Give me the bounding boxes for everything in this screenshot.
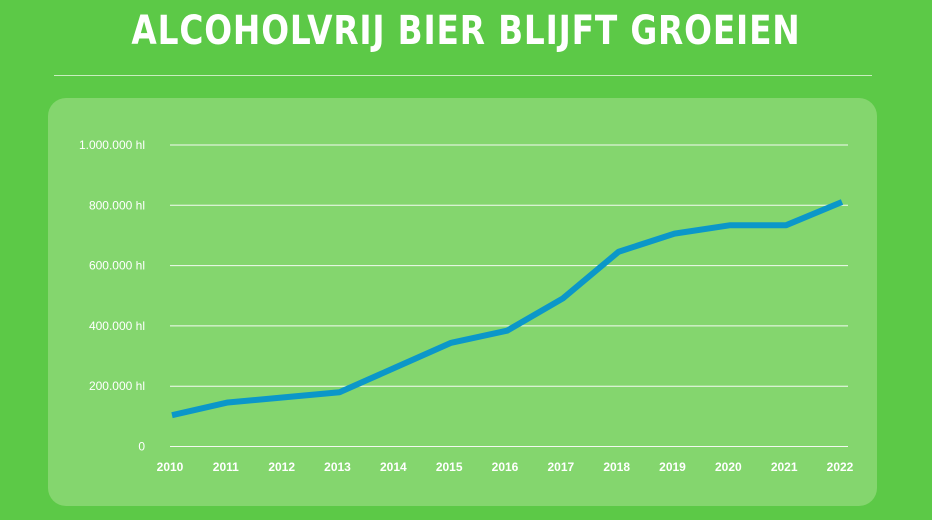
x-tick-label: 2022	[827, 460, 854, 474]
x-tick-label: 2014	[380, 460, 407, 474]
x-tick-label: 2012	[268, 460, 295, 474]
page-title: ALCOHOLVRIJ BIER BLIJFT GROEIEN	[131, 8, 801, 54]
y-tick-label: 1.000.000 hl	[79, 138, 145, 152]
x-tick-label: 2016	[492, 460, 519, 474]
y-tick-label: 0	[138, 440, 145, 454]
x-tick-label: 2011	[213, 460, 239, 474]
x-tick-label: 2017	[547, 460, 574, 474]
x-tick-label: 2013	[324, 460, 351, 474]
x-tick-label: 2018	[603, 460, 630, 474]
x-tick-label: 2021	[771, 460, 798, 474]
chart-panel	[48, 98, 877, 506]
series-line	[171, 199, 844, 419]
x-tick-label: 2020	[715, 460, 742, 474]
title-divider	[54, 75, 872, 76]
y-tick-label: 400.000 hl	[89, 319, 145, 333]
y-tick-label: 600.000 hl	[89, 259, 145, 273]
x-tick-label: 2019	[659, 460, 686, 474]
x-tick-label: 2010	[157, 460, 184, 474]
y-tick-label: 800.000 hl	[89, 198, 145, 212]
x-tick-label: 2015	[436, 460, 463, 474]
y-tick-label: 200.000 hl	[89, 379, 145, 393]
